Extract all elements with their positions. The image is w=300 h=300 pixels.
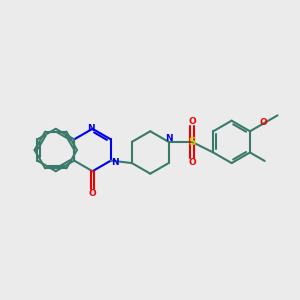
Text: O: O bbox=[259, 118, 267, 127]
Text: N: N bbox=[165, 134, 172, 142]
Text: O: O bbox=[189, 158, 196, 167]
Text: N: N bbox=[111, 158, 119, 166]
Text: O: O bbox=[189, 117, 196, 126]
Text: S: S bbox=[188, 137, 196, 147]
Text: O: O bbox=[88, 189, 96, 198]
Text: N: N bbox=[87, 124, 95, 133]
